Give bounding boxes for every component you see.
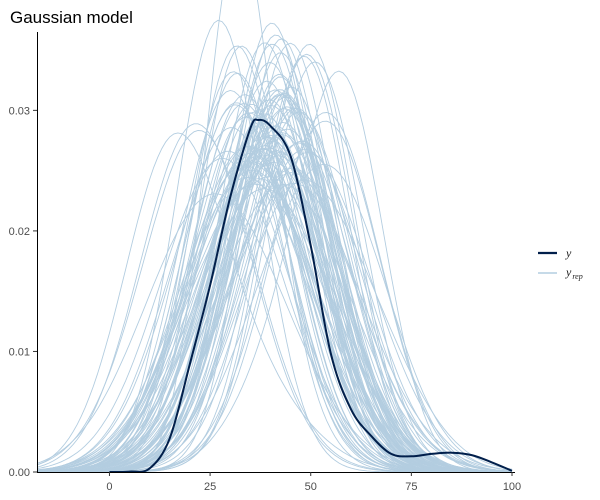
replicated-density-line	[36, 188, 513, 473]
replicated-density-line	[37, 22, 512, 473]
x-tick-label: 100	[503, 481, 521, 493]
replicated-density-line	[36, 182, 513, 473]
x-tick-label: 0	[106, 481, 112, 493]
replicated-density-line	[37, 72, 512, 473]
replicated-density-line	[36, 148, 513, 473]
chart-title: Gaussian model	[10, 8, 133, 27]
x-tick-label: 25	[204, 481, 216, 493]
y-tick-label: 0.03	[9, 105, 30, 117]
replicated-density-line	[36, 178, 512, 473]
y-tick-label: 0.00	[9, 467, 30, 479]
replicated-density-line	[36, 145, 512, 473]
replicated-density-line	[37, 152, 513, 473]
x-tick-label: 50	[305, 481, 317, 493]
replicated-density-line	[37, 80, 512, 473]
plot-area	[36, 0, 513, 473]
replicated-density-line	[37, 148, 513, 473]
replicated-density-line	[36, 183, 513, 473]
y-tick-label: 0.02	[9, 226, 30, 238]
series-line-y	[109, 118, 513, 473]
replicated-density-line	[37, 52, 512, 473]
x-axis-ticks: 0 25 50 75 100	[106, 472, 521, 493]
replicated-density-line	[37, 179, 513, 473]
replicated-density-line	[37, 61, 512, 473]
y-axis-ticks: 0.00 0.01 0.02 0.03	[9, 105, 37, 479]
replicated-density-line	[37, 103, 512, 473]
replicated-series-group	[36, 0, 513, 473]
replicated-density-line	[37, 76, 512, 473]
replicated-density-line	[37, 55, 512, 473]
replicated-density-line	[37, 45, 512, 473]
replicated-density-line	[36, 176, 512, 473]
replicated-density-line	[36, 19, 512, 473]
replicated-density-line	[37, 61, 513, 473]
legend-label-yrep: yrep	[565, 265, 583, 281]
legend: y yrep	[538, 246, 583, 281]
replicated-density-line	[37, 45, 512, 473]
replicated-density-line	[36, 164, 512, 473]
x-tick-label: 75	[405, 481, 417, 493]
replicated-density-line	[37, 120, 513, 473]
replicated-density-line	[37, 38, 512, 473]
legend-label-y: y	[565, 246, 572, 260]
replicated-density-line	[36, 103, 512, 473]
y-tick-label: 0.01	[9, 346, 30, 358]
replicated-density-line	[37, 147, 512, 473]
replicated-density-line	[36, 183, 513, 473]
